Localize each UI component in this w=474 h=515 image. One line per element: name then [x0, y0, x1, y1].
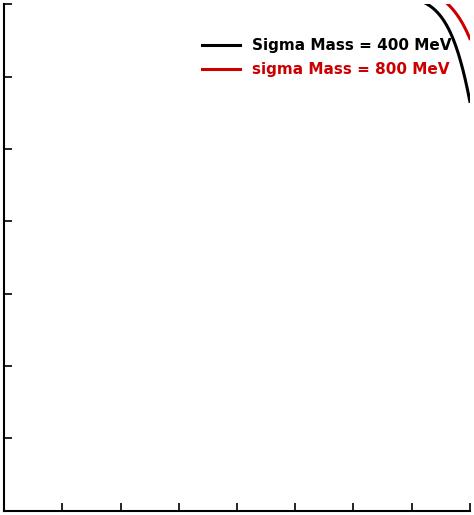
Legend: Sigma Mass = 400 MeV, sigma Mass = 800 MeV: Sigma Mass = 400 MeV, sigma Mass = 800 M…: [195, 32, 457, 83]
